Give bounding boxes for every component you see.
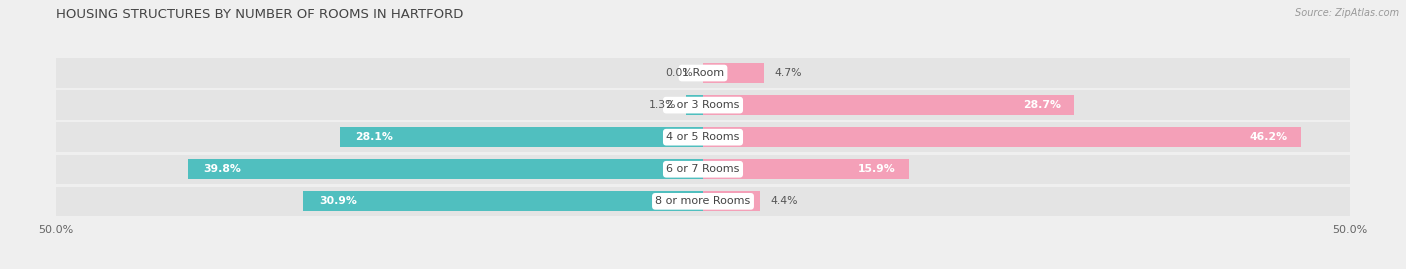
Text: 46.2%: 46.2% (1250, 132, 1288, 142)
Text: 6 or 7 Rooms: 6 or 7 Rooms (666, 164, 740, 174)
Text: 15.9%: 15.9% (858, 164, 896, 174)
Text: 1.3%: 1.3% (648, 100, 676, 110)
Text: 28.7%: 28.7% (1024, 100, 1062, 110)
Bar (304, 192, 703, 211)
Bar (56, 90, 1350, 120)
Text: 39.8%: 39.8% (204, 164, 242, 174)
Bar (703, 63, 763, 83)
Text: 4 or 5 Rooms: 4 or 5 Rooms (666, 132, 740, 142)
Bar (339, 127, 703, 147)
Bar (703, 95, 1074, 115)
Bar (703, 127, 1301, 147)
Text: HOUSING STRUCTURES BY NUMBER OF ROOMS IN HARTFORD: HOUSING STRUCTURES BY NUMBER OF ROOMS IN… (56, 8, 464, 21)
Text: 2 or 3 Rooms: 2 or 3 Rooms (666, 100, 740, 110)
Text: 28.1%: 28.1% (356, 132, 392, 142)
Text: 0.0%: 0.0% (665, 68, 693, 78)
Bar (56, 187, 1350, 216)
Text: 4.7%: 4.7% (775, 68, 801, 78)
Text: 4.4%: 4.4% (770, 196, 797, 206)
Text: 30.9%: 30.9% (319, 196, 357, 206)
Bar (686, 95, 703, 115)
Bar (188, 159, 703, 179)
Bar (56, 154, 1350, 184)
Text: 1 Room: 1 Room (682, 68, 724, 78)
Text: 8 or more Rooms: 8 or more Rooms (655, 196, 751, 206)
Bar (703, 192, 759, 211)
Text: Source: ZipAtlas.com: Source: ZipAtlas.com (1295, 8, 1399, 18)
Bar (56, 58, 1350, 88)
Bar (56, 122, 1350, 152)
Bar (703, 159, 908, 179)
